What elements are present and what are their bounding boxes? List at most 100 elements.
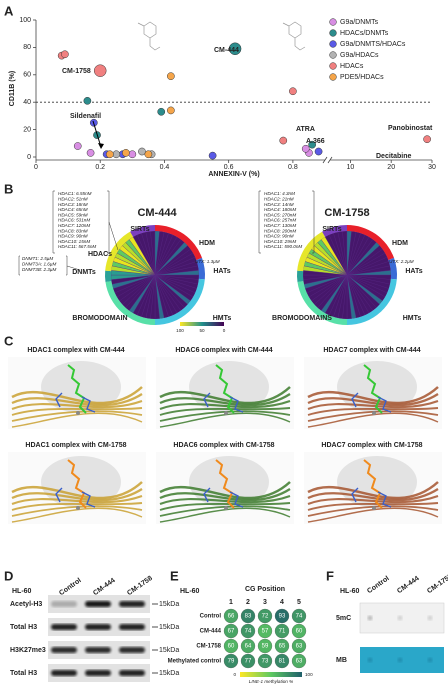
- colorbar-label: 0: [223, 328, 226, 333]
- ic50-label: HDAC8: 200nM: [264, 228, 296, 233]
- point: [128, 150, 137, 159]
- point: [157, 107, 166, 116]
- band: [119, 624, 145, 630]
- row-label: Acetyl-H3: [10, 601, 42, 608]
- cell: [240, 608, 256, 624]
- row-label: Methylated control: [168, 659, 222, 665]
- category-label: HDACs: [88, 251, 112, 258]
- cell-value: 67: [228, 629, 235, 635]
- panel-letter: B: [4, 181, 13, 196]
- ribbon: [159, 481, 291, 500]
- zinc: [76, 411, 80, 415]
- cell: [274, 623, 290, 639]
- cell: [223, 653, 239, 669]
- y-tick-label: 60: [23, 72, 31, 79]
- colorbar-label: 100: [176, 328, 184, 333]
- annotation: Panobinostat: [388, 125, 433, 132]
- cell: [274, 638, 290, 654]
- y-tick-label: 40: [23, 99, 31, 106]
- cell: [274, 608, 290, 624]
- ribbon: [159, 502, 291, 511]
- ic50-label: HDAC2: 51nM: [58, 197, 88, 202]
- residue: [351, 392, 392, 413]
- cell-value: 57: [262, 629, 269, 635]
- y-axis-label: CD11B (%): [9, 71, 16, 106]
- size-label: 15kDa: [159, 601, 179, 608]
- wheel-title: CM-1758: [324, 207, 369, 219]
- bracket: [52, 190, 119, 254]
- cell-value: 63: [296, 659, 303, 665]
- colorbar: [240, 672, 302, 677]
- point: [61, 50, 69, 59]
- point: [279, 136, 288, 145]
- ic50-label: HDAC11: 590.0nM: [264, 244, 302, 249]
- point: [167, 72, 175, 81]
- x-tick-label: 0: [34, 164, 38, 171]
- point: [106, 150, 114, 159]
- cell-value: 74: [245, 629, 252, 635]
- size-label: 15kDa: [159, 647, 179, 654]
- ic50-label: HDAC6: 531nM: [58, 218, 90, 223]
- dot: [367, 657, 373, 663]
- legend-label: PDE5/HDACs: [340, 74, 384, 81]
- row-label: 5mC: [336, 615, 351, 622]
- molecule: [282, 21, 306, 51]
- band: [119, 601, 145, 607]
- ring-segment: [105, 270, 112, 282]
- zinc: [224, 506, 228, 510]
- ring-segment: [155, 225, 202, 260]
- ribbon: [307, 412, 439, 428]
- ring-segment: [297, 281, 347, 325]
- x-axis-label: ANNEXIN-V (%): [208, 171, 259, 178]
- cell: [257, 653, 273, 669]
- legend-label: G9a/DNMTs: [340, 19, 379, 26]
- cell-line: HL-60: [12, 588, 32, 595]
- dot: [397, 615, 403, 621]
- point: [122, 149, 130, 157]
- cell-value: 66: [228, 614, 235, 620]
- legend-marker: [329, 62, 337, 70]
- band: [85, 624, 111, 630]
- ribbon: [159, 505, 291, 517]
- ring-segment: [347, 278, 397, 325]
- row-label: Total H3: [10, 624, 37, 631]
- ligand: [363, 364, 383, 414]
- panel-letter: A: [4, 3, 14, 18]
- ring-segment: [347, 225, 394, 260]
- column-label: 3: [263, 599, 267, 606]
- lane-label: Control: [58, 577, 82, 597]
- lane-label: CM-1758: [426, 573, 448, 595]
- ligand: [67, 459, 87, 509]
- ic50-label: HDAC4: 180nM: [264, 207, 296, 212]
- colorbar-label: 0: [233, 672, 236, 677]
- size-label: 15kDa: [159, 624, 179, 631]
- ribbon: [307, 481, 439, 500]
- y-tick-label: 20: [23, 126, 31, 133]
- residue: [203, 487, 244, 508]
- ring-segment: [196, 257, 206, 280]
- ic50-label: HDAC9: 90nM: [264, 234, 294, 239]
- band: [51, 624, 77, 630]
- point: [73, 142, 82, 150]
- band: [51, 601, 77, 607]
- category-label: HDM: [392, 240, 408, 247]
- residue: [55, 487, 96, 508]
- ribbon: [11, 400, 143, 410]
- zinc: [372, 411, 376, 415]
- cell-value: 72: [262, 614, 269, 620]
- row-label: Total H3: [10, 670, 37, 677]
- point: [228, 42, 242, 56]
- band: [51, 670, 77, 676]
- ring-segment: [105, 281, 155, 325]
- bracket: [258, 190, 315, 254]
- column-label: 2: [246, 599, 250, 606]
- ribbon: [11, 507, 143, 523]
- ribbon: [11, 505, 143, 517]
- y-tick-label: 100: [19, 17, 31, 24]
- ic50-label: UTX: 1.3µM: [195, 259, 220, 264]
- legend-label: HDACs/DNMTs: [340, 30, 389, 37]
- zinc: [224, 411, 228, 415]
- ribbon: [11, 412, 143, 428]
- ribbon: [307, 393, 439, 407]
